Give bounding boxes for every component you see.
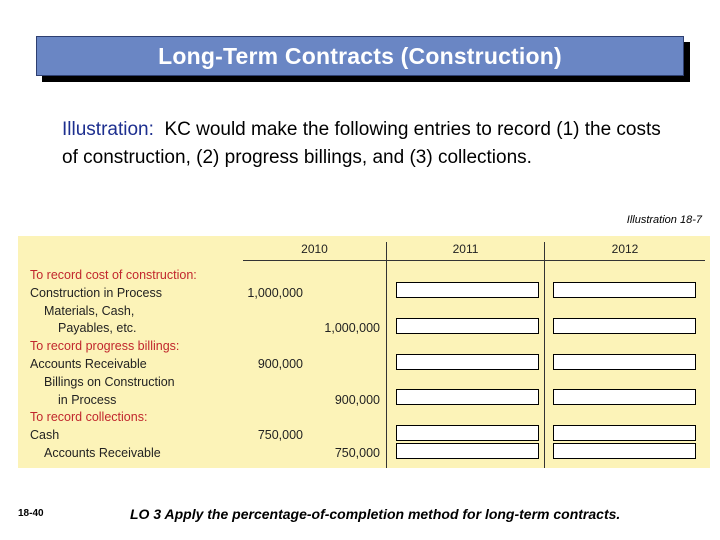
account-name: Accounts Receivable [44, 446, 161, 460]
column-header-2012: 2012 [545, 242, 705, 261]
answer-box-2011 [396, 443, 539, 459]
account-name: Construction in Process [30, 285, 163, 300]
answer-box-2011 [396, 425, 539, 441]
credit-amount-2010: 900,000 [334, 392, 380, 407]
slide-title: Long-Term Contracts (Construction) [158, 42, 562, 69]
column-divider [386, 242, 387, 468]
answer-box-2012 [553, 443, 696, 459]
title-bar: Long-Term Contracts (Construction) [36, 36, 684, 76]
entry-heading: To record cost of construction: [30, 268, 197, 282]
answer-box-2011 [396, 318, 539, 334]
credit-amount-2010: 750,000 [334, 446, 380, 460]
answer-box-2012 [553, 282, 696, 298]
account-name: Billings on Construction [44, 374, 175, 389]
intro-text: KC would make the following entries to r… [62, 119, 661, 168]
learning-objective: LO 3 Apply the percentage-of-completion … [130, 506, 621, 522]
journal-entries-panel: 2010 2011 2012 To record cost of constru… [18, 236, 710, 468]
debit-amount-2010: 900,000 [257, 357, 303, 371]
debit-amount-2010: 750,000 [257, 428, 303, 443]
debit-amount-2010: 1,000,000 [247, 285, 303, 300]
answer-box-2012 [553, 354, 696, 370]
answer-box-2011 [396, 282, 539, 298]
illustration-reference: Illustration 18-7 [626, 214, 702, 226]
column-divider [544, 242, 545, 468]
answer-box-2012 [553, 425, 696, 441]
credit-amount-2010: 1,000,000 [324, 321, 380, 336]
account-name: Cash [30, 428, 60, 443]
answer-box-2011 [396, 354, 539, 370]
column-header-2011: 2011 [387, 242, 544, 261]
answer-box-2012 [553, 389, 696, 405]
entry-heading: To record progress billings: [30, 339, 180, 354]
intro-paragraph: Illustration: KC would make the followin… [62, 116, 672, 172]
answer-box-2011 [396, 389, 539, 405]
entry-heading: To record collections: [30, 410, 148, 425]
account-name: Payables, etc. [58, 321, 137, 336]
intro-label: Illustration: [62, 119, 154, 140]
column-header-2010: 2010 [243, 242, 386, 261]
account-name: Materials, Cash, [44, 303, 135, 318]
slide-number: 18-40 [18, 508, 44, 519]
account-name: in Process [58, 392, 117, 407]
answer-box-2012 [553, 318, 696, 334]
account-name: Accounts Receivable [30, 357, 147, 371]
